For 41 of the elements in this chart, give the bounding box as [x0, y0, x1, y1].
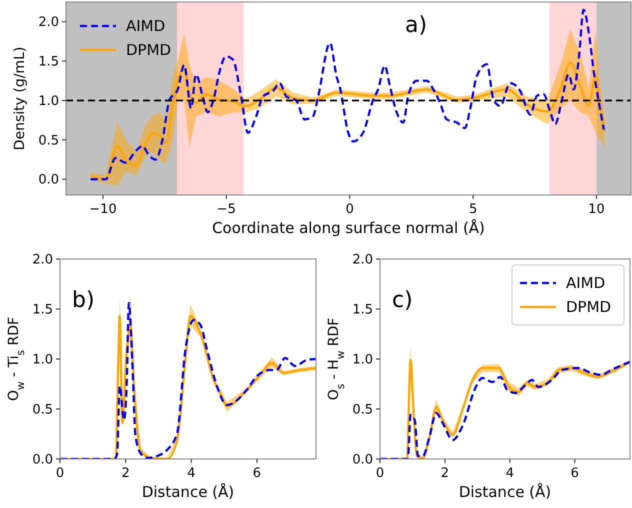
x-tick-label: 5 — [468, 202, 478, 217]
y-tick-label: 2.0 — [38, 15, 59, 30]
x-tick-label: 10 — [588, 202, 605, 217]
x-tick-label: 6 — [570, 466, 579, 481]
y-tick-label: 1.0 — [38, 94, 59, 109]
y-tick-label: 0.0 — [352, 452, 373, 468]
line-series — [90, 8, 605, 180]
x-tick-label: 0 — [376, 466, 384, 481]
legend-label: AIMD — [566, 274, 606, 292]
x-axis-title: Distance (Å) — [458, 483, 552, 501]
x-tick-label: 6 — [252, 466, 262, 481]
y-axis-title: Density (g/mL) — [12, 46, 28, 150]
y-tick-label: 0.5 — [32, 402, 53, 418]
y-tick-label: 1.5 — [38, 54, 59, 70]
x-tick-label: 2 — [122, 466, 130, 481]
annotation: c) — [392, 288, 413, 313]
x-tick-label: 0 — [56, 466, 64, 481]
legend-label: DPMD — [566, 298, 612, 316]
annotation: a) — [405, 13, 428, 38]
x-tick-label: 0 — [346, 202, 354, 217]
x-axis-title: Coordinate along surface normal (Å) — [212, 219, 485, 237]
x-tick-label: −10 — [89, 202, 117, 217]
y-tick-label: 1.0 — [32, 352, 53, 368]
y-tick-label: 0.5 — [38, 133, 59, 148]
y-tick-label: 0.5 — [352, 402, 373, 418]
x-tick-label: 2 — [440, 466, 450, 481]
annotation: b) — [72, 288, 95, 313]
line-series — [90, 62, 606, 180]
y-tick-label: 1.5 — [352, 302, 373, 318]
x-axis-title: Distance (Å) — [142, 483, 234, 501]
x-tick-label: 4 — [187, 466, 196, 481]
y-tick-label: 0.0 — [32, 452, 53, 468]
x-tick-label: −5 — [216, 202, 236, 217]
y-tick-label: 0.0 — [38, 172, 59, 188]
y-tick-label: 2.0 — [352, 252, 373, 268]
legend-label: AIMD — [126, 17, 166, 35]
y-tick-label: 1.0 — [352, 352, 373, 368]
y-tick-label: 2.0 — [32, 252, 53, 268]
x-tick-label: 4 — [506, 466, 514, 481]
y-tick-label: 1.5 — [32, 302, 53, 318]
legend-label: DPMD — [126, 41, 172, 59]
